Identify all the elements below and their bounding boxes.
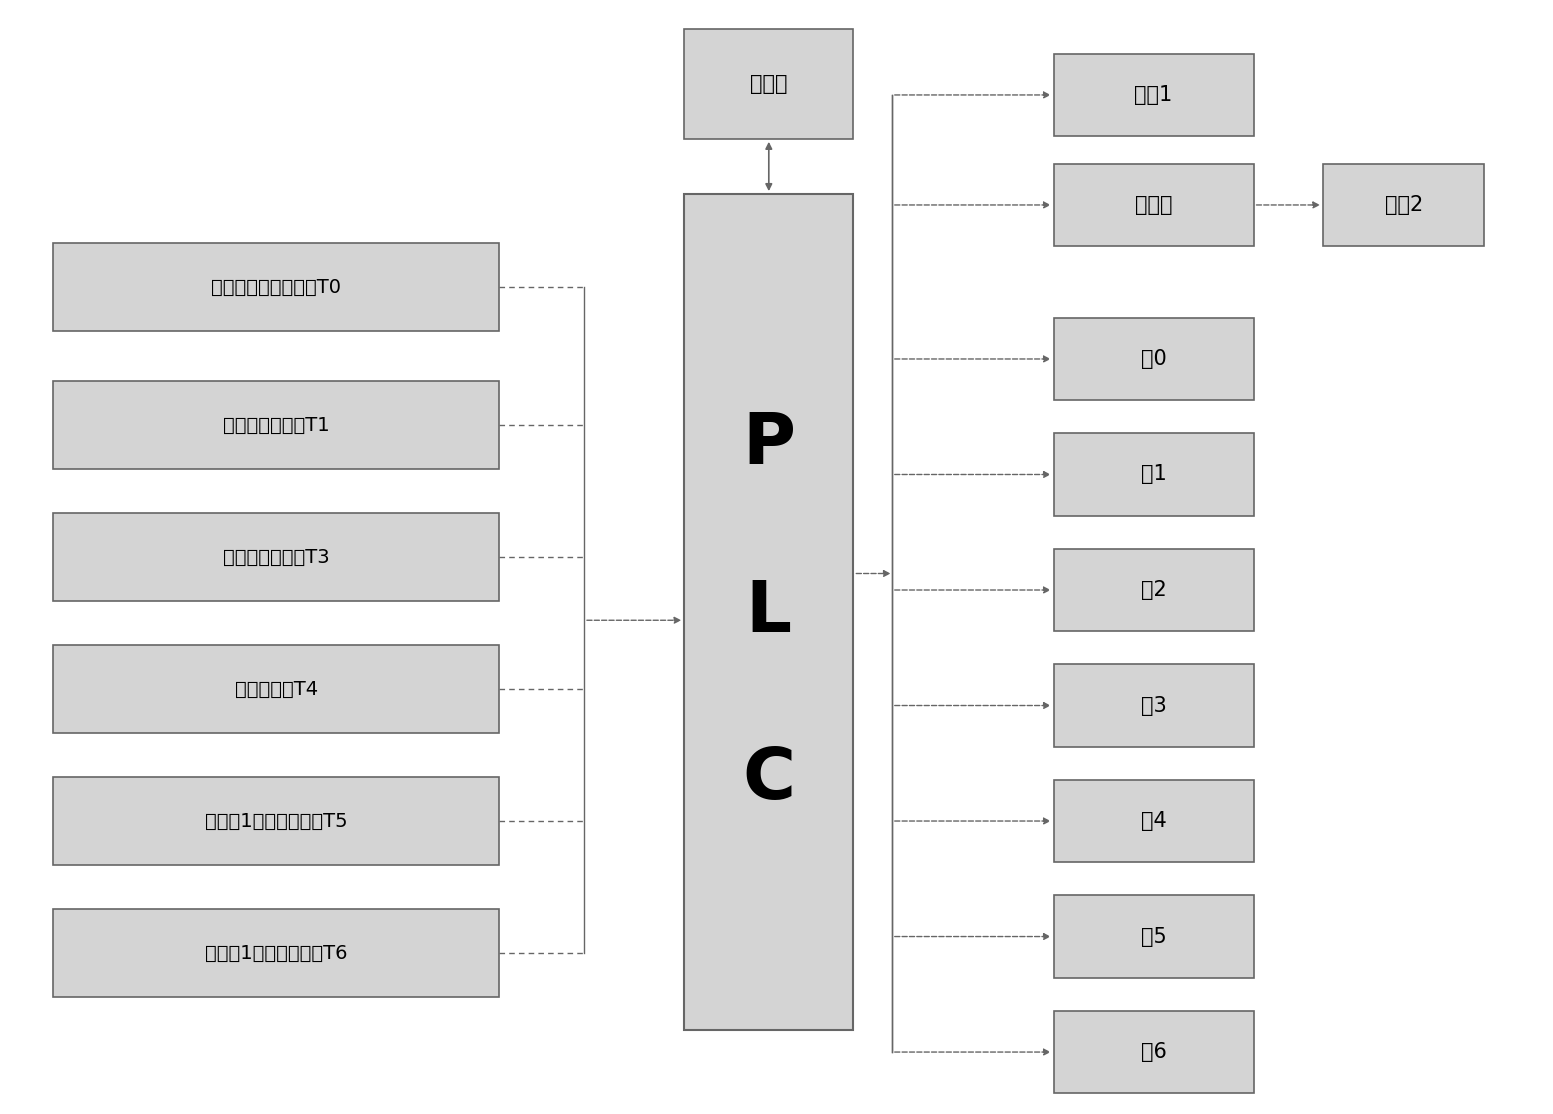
Bar [1053, 664, 1253, 746]
Text: 水泵2: 水泵2 [1385, 195, 1423, 215]
Text: 触摸屏: 触摸屏 [750, 74, 787, 94]
Text: 散热片1出水处传感器T6: 散热片1出水处传感器T6 [205, 944, 348, 962]
Bar [53, 645, 500, 733]
Text: 供暖房间传感器T3: 供暖房间传感器T3 [224, 547, 329, 567]
Bar [685, 29, 854, 139]
Bar [53, 244, 500, 332]
Text: C: C [742, 745, 795, 813]
Text: 阀3: 阀3 [1141, 695, 1166, 715]
Text: 变频器: 变频器 [1135, 195, 1173, 215]
Bar [1053, 433, 1253, 516]
Bar [685, 194, 854, 1030]
Text: 储热水箱传感器T1: 储热水箱传感器T1 [224, 416, 329, 434]
Bar [1053, 317, 1253, 400]
Bar [53, 909, 500, 997]
Bar [53, 778, 500, 866]
Text: 阀6: 阀6 [1140, 1042, 1166, 1062]
Text: 阀5: 阀5 [1141, 927, 1166, 947]
Bar [1323, 164, 1485, 246]
Text: 太阳能集热器传感器T0: 太阳能集热器传感器T0 [211, 278, 342, 297]
Bar [1053, 1010, 1253, 1093]
Text: 水泵1: 水泵1 [1134, 85, 1173, 105]
Text: 阀0: 阀0 [1141, 349, 1166, 369]
Text: 浴室传感器T4: 浴室传感器T4 [235, 680, 318, 698]
Text: 阀1: 阀1 [1141, 465, 1166, 485]
Bar [53, 512, 500, 602]
Bar [1053, 780, 1253, 862]
Text: 阀2: 阀2 [1141, 580, 1166, 600]
Text: 散热片1进水处传感器T5: 散热片1进水处传感器T5 [205, 811, 348, 831]
Bar [1053, 549, 1253, 632]
Bar [53, 381, 500, 469]
Bar [1053, 164, 1253, 246]
Bar [1053, 896, 1253, 978]
Text: L: L [745, 577, 792, 646]
Text: P: P [742, 410, 795, 479]
Bar [1053, 53, 1253, 136]
Text: 阀4: 阀4 [1141, 811, 1166, 831]
